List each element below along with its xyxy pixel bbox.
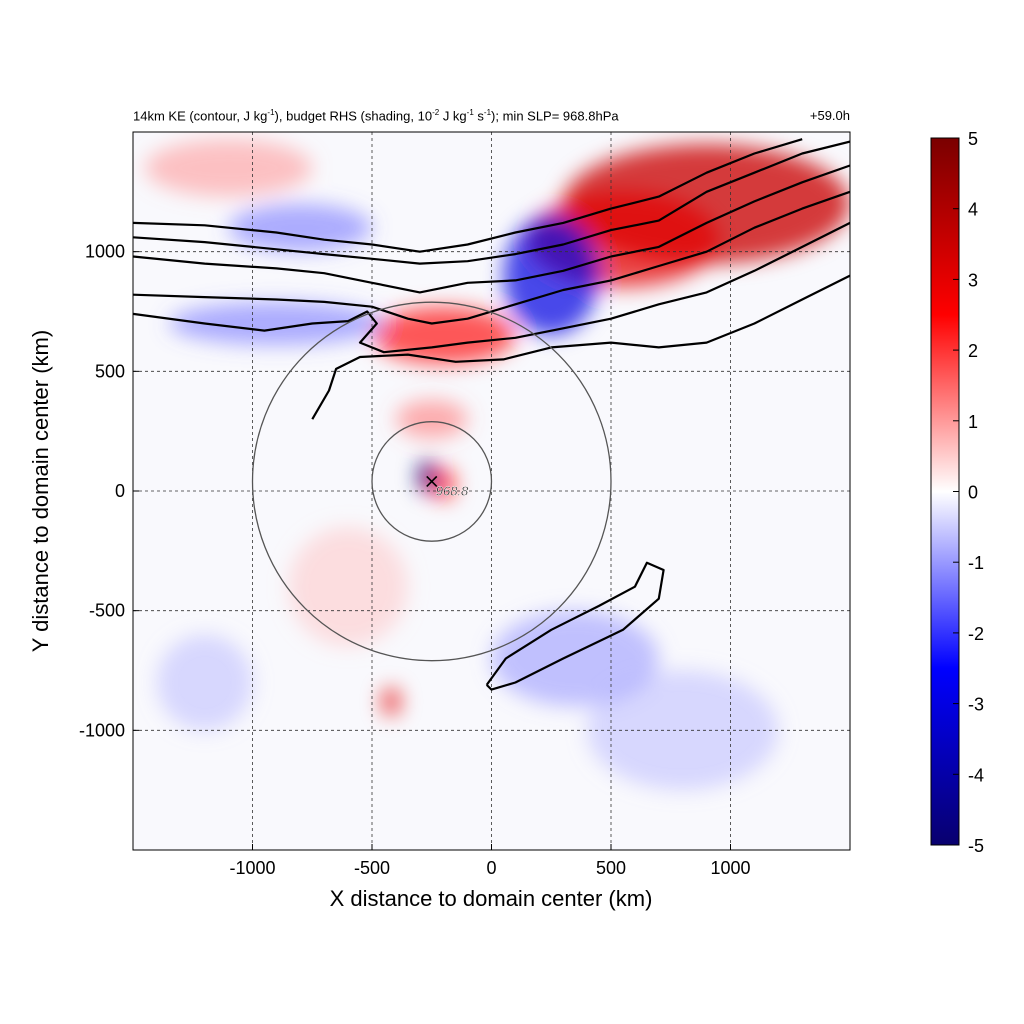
colorbar-tick-label: -5: [968, 836, 984, 856]
y-axis-label: Y distance to domain center (km): [28, 330, 53, 652]
shading-region: [144, 139, 313, 197]
center-pressure-label: 968.8: [436, 483, 469, 498]
shading-region: [587, 670, 779, 791]
colorbar-tick-label: -3: [968, 695, 984, 715]
shading-region: [491, 610, 659, 707]
colorbar-ticks: 5 4 3 2 1 0 -1 -2 -3 -4 -5: [953, 129, 984, 856]
shading-region: [228, 203, 372, 252]
shading-region: [381, 687, 401, 716]
y-tick-label: 500: [95, 361, 125, 381]
chart-title: 14km KE (contour, J kg-1), budget RHS (s…: [133, 108, 619, 124]
shading-region: [431, 467, 456, 501]
range-circles: [251, 301, 612, 662]
colorbar-tick-label: -1: [968, 553, 984, 573]
colorbar-tick-label: 0: [968, 483, 978, 503]
y-axis-ticks: -1000 -500 0 500 1000: [79, 242, 139, 740]
ke-contour-line: [133, 221, 850, 354]
forecast-time: +59.0h: [809, 108, 850, 123]
shading-region: [503, 215, 600, 336]
ke-contour-line: [133, 190, 850, 325]
colorbar-tick-label: 2: [968, 341, 978, 361]
ke-contour-line: [133, 138, 803, 253]
shading-region: [395, 400, 468, 439]
ke-contours: [133, 138, 850, 691]
colorbar-tick-label: 3: [968, 270, 978, 290]
ke-contour-line: [133, 140, 850, 265]
y-tick-label: 0: [115, 481, 125, 501]
y-tick-label: -1000: [79, 720, 125, 740]
shading-region: [156, 634, 253, 731]
x-tick-label: 0: [486, 858, 496, 878]
ke-contour-line: [133, 164, 850, 294]
colorbar-tick-label: -2: [968, 624, 984, 644]
x-tick-label: -500: [354, 858, 390, 878]
ke-contour-line: [485, 561, 665, 691]
x-axis-label: X distance to domain center (km): [330, 886, 653, 911]
colorbar-tick-label: -4: [968, 765, 984, 785]
colorbar-tick-label: 5: [968, 129, 978, 149]
y-tick-label: 1000: [85, 242, 125, 262]
range-circle: [371, 421, 493, 542]
storm-center-marker: 968.8: [426, 475, 469, 499]
y-tick-label: -500: [89, 601, 125, 621]
colorbar-tick-label: 4: [968, 200, 978, 220]
ke-contour-line: [311, 274, 850, 420]
x-tick-label: 1000: [710, 858, 750, 878]
x-axis-ticks: -1000 -500 0 500 1000: [229, 844, 751, 878]
center-x-mark: [426, 475, 438, 487]
x-tick-label: -1000: [229, 858, 275, 878]
colorbar-tick-label: 1: [968, 412, 978, 432]
shading-region: [288, 526, 408, 647]
range-circle: [251, 301, 612, 662]
x-tick-label: 500: [596, 858, 626, 878]
